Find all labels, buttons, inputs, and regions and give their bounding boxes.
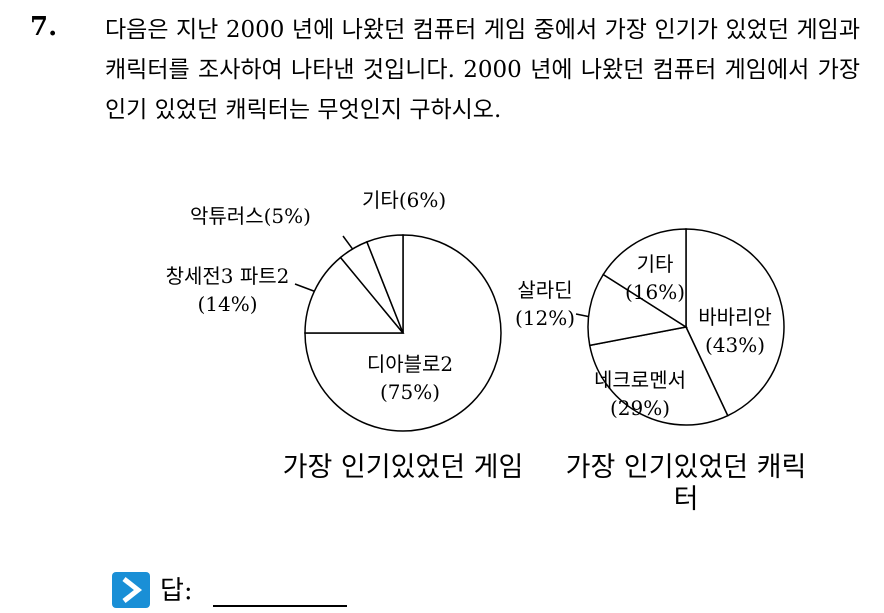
slice-name: 악튜러스 xyxy=(190,204,264,228)
slice-value-label: (5%) xyxy=(263,204,311,228)
pie-slice xyxy=(587,273,689,347)
slice-name: 기타 xyxy=(636,252,674,276)
answer-label: 답: xyxy=(160,576,193,606)
slice-label: 디아블로2 (75%) xyxy=(345,350,475,406)
pie-slice xyxy=(685,228,785,417)
slice-value-label: (16%) xyxy=(624,280,686,304)
slice-name: 살라딘 xyxy=(517,278,573,302)
slice-label: 악튜러스(5%) xyxy=(190,202,350,230)
slice-value-label: (29%) xyxy=(609,396,671,420)
slice-name: 기타 xyxy=(362,188,399,212)
slice-label: 바바리안 (43%) xyxy=(680,303,790,359)
pie-slice xyxy=(304,256,405,334)
slice-value-label: (43%) xyxy=(704,333,766,357)
slice-name: 디아블로2 xyxy=(366,352,454,376)
chart-title: 가장 인기있었던 게임 xyxy=(282,452,524,483)
slice-value-label: (75%) xyxy=(379,380,441,404)
problem-number: 7. xyxy=(30,12,58,42)
slice-value-label: (6%) xyxy=(398,188,447,212)
slice-label: 창세전3 파트2 (14%) xyxy=(160,262,295,318)
pie-slice xyxy=(304,234,502,432)
answer-icon xyxy=(112,572,150,608)
chart-title: 가장 인기있었던 캐릭터 xyxy=(565,452,807,515)
slice-label: 살라딘 (12%) xyxy=(505,276,585,332)
slice-label: 기타 (16%) xyxy=(615,250,695,306)
pie-slice xyxy=(602,228,687,329)
slice-name: 네크로멘서 xyxy=(594,368,686,392)
pie-slice xyxy=(588,326,729,426)
slice-label: 기타(6%) xyxy=(362,186,482,214)
slice-name: 바바리안 xyxy=(698,305,772,329)
pie-slice xyxy=(365,234,404,334)
slice-value-label: (14%) xyxy=(197,292,258,316)
slice-value-label: (12%) xyxy=(514,306,576,330)
slice-name: 창세전3 파트2 xyxy=(165,264,290,288)
problem-text: 다음은 지난 2000 년에 나왔던 컴퓨터 게임 중에서 가장 인기가 있었던… xyxy=(105,17,860,123)
slice-label: 네크로멘서 (29%) xyxy=(575,366,705,422)
answer-icon-chevron xyxy=(122,577,143,603)
